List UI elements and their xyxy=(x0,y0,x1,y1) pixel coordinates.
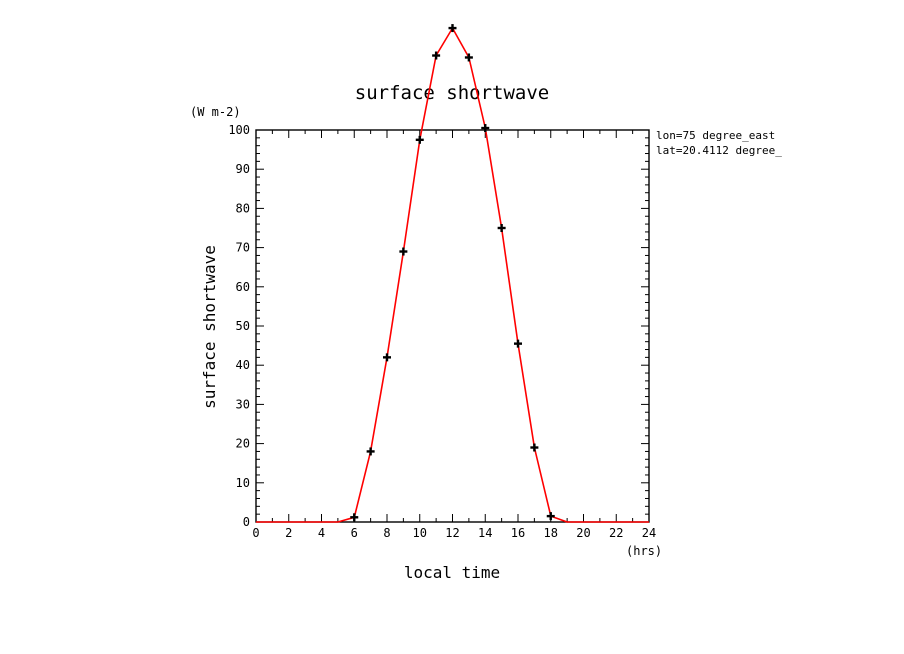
y-tick-label: 40 xyxy=(236,358,250,372)
x-tick-label: 4 xyxy=(318,526,325,540)
y-tick-label: 20 xyxy=(236,437,250,451)
x-tick-label: 2 xyxy=(285,526,292,540)
data-point xyxy=(432,51,441,60)
annotation-longitude: lon=75 degree_east xyxy=(656,129,775,142)
axis-ticks: 0 2 4 6 8 10 12 14 16 18 20 22 240102030405060708090… xyxy=(228,123,656,540)
y-tick-label: 30 xyxy=(236,397,250,411)
x-unit-label: (hrs) xyxy=(626,544,662,558)
y-tick-label: 60 xyxy=(236,280,250,294)
y-tick-label: 70 xyxy=(236,241,250,255)
x-tick-label: 14 xyxy=(478,526,492,540)
data-point xyxy=(399,247,408,256)
data-point xyxy=(366,447,375,456)
x-tick-label: 6 xyxy=(351,526,358,540)
data-point xyxy=(546,512,555,521)
y-tick-label: 100 xyxy=(228,123,250,137)
data-point xyxy=(383,353,391,362)
data-point xyxy=(481,124,490,133)
data-point xyxy=(530,443,539,452)
x-tick-label: 20 xyxy=(576,526,590,540)
y-tick-label: 90 xyxy=(236,162,250,176)
data-point xyxy=(415,135,424,144)
plot-frame xyxy=(255,129,650,523)
data-point xyxy=(464,53,473,62)
y-tick-label: 10 xyxy=(236,476,250,490)
x-tick-label: 12 xyxy=(445,526,459,540)
data-point xyxy=(497,224,506,232)
series-layer xyxy=(256,24,649,523)
y-unit-label: (W m-2) xyxy=(190,105,241,119)
x-tick-label: 22 xyxy=(609,526,623,540)
x-tick-label: 10 xyxy=(413,526,427,540)
y-tick-label: 50 xyxy=(236,319,250,333)
data-point xyxy=(350,513,359,522)
x-tick-label: 16 xyxy=(511,526,525,540)
chart-title: surface shortwave xyxy=(355,82,549,104)
annotation-latitude: lat=20.4112 degree_ xyxy=(656,144,782,157)
data-point xyxy=(448,24,457,33)
y-tick-label: 80 xyxy=(236,201,250,215)
x-tick-label: 18 xyxy=(544,526,558,540)
x-axis-title: local time xyxy=(404,563,500,582)
x-tick-label: 24 xyxy=(642,526,656,540)
y-tick-label: 0 xyxy=(243,515,250,529)
x-tick-label: 8 xyxy=(383,526,390,540)
y-axis-title: surface shortwave xyxy=(200,245,219,409)
data-point xyxy=(514,339,522,348)
x-tick-label: 0 xyxy=(252,526,259,540)
